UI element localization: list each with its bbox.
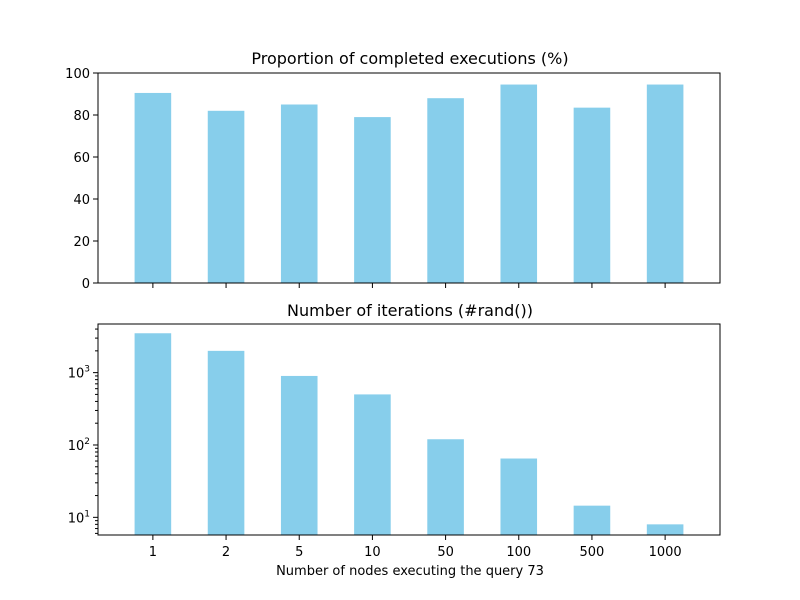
bar-10	[354, 117, 391, 283]
y-tick-label: 102	[68, 437, 90, 454]
x-axis-ticks: 1 2 5 10 50 100 500 1000	[149, 535, 682, 560]
x-tick-label: 10	[364, 545, 381, 560]
y-tick-label: 100	[65, 67, 90, 82]
y-axis-ticks: 101 102 103	[68, 328, 98, 534]
chart-title: Number of iterations (#rand())	[287, 301, 533, 320]
y-tick-label: 0	[82, 277, 90, 292]
bar-1	[134, 333, 172, 535]
bar-group	[134, 333, 684, 535]
plot-frame	[97, 323, 721, 536]
y-tick-label: 40	[73, 193, 90, 208]
x-tick-label: 500	[580, 545, 605, 560]
bar-500	[573, 107, 611, 284]
completion-proportion-panel: Proportion of completed executions (%) 0…	[65, 49, 721, 292]
y-tick-label: 20	[73, 235, 90, 250]
chart-title: Proportion of completed executions (%)	[251, 49, 568, 68]
x-tick-label: 100	[506, 545, 531, 560]
bar-5	[280, 104, 318, 283]
iterations-panel: Number of iterations (#rand()) 101102103…	[68, 301, 721, 579]
bar-1000	[646, 524, 684, 535]
x-tick-label: 5	[295, 545, 303, 560]
plot-frame	[97, 72, 721, 284]
bar-50	[427, 98, 464, 283]
bar-5	[280, 375, 318, 535]
bar-2	[207, 110, 245, 283]
x-axis-label: Number of nodes executing the query 73	[276, 564, 544, 579]
bar-500	[573, 505, 611, 535]
y-tick-label: 103	[68, 365, 90, 382]
bar-100	[500, 84, 538, 283]
x-tick-label: 1000	[649, 545, 682, 560]
y-tick-label: 60	[73, 151, 90, 166]
x-tick-label: 1	[149, 545, 157, 560]
y-tick-label: 101	[68, 509, 90, 526]
x-axis-ticks	[152, 283, 666, 288]
y-tick-label: 80	[73, 109, 90, 124]
bar-10	[354, 394, 391, 535]
x-tick-label: 2	[222, 545, 230, 560]
bar-2	[207, 350, 245, 535]
bar-1000	[646, 84, 684, 283]
bar-1	[134, 92, 172, 283]
bar-100	[500, 458, 538, 535]
y-axis-ticks: 0 20 40 60 80 100	[65, 67, 98, 292]
x-tick-label: 50	[437, 545, 454, 560]
bar-50	[427, 439, 464, 535]
bar-group	[134, 84, 684, 284]
